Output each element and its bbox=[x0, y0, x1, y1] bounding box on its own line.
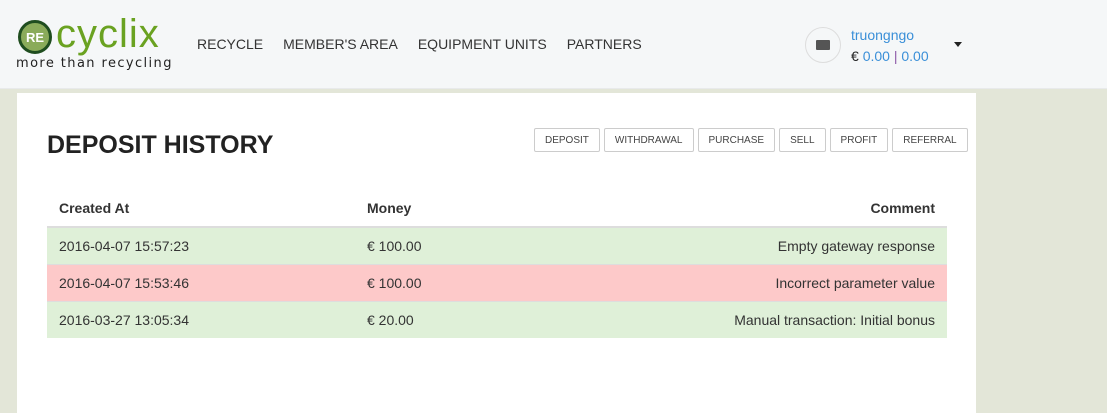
logo-name: cyclix bbox=[56, 12, 160, 56]
history-filters: DEPOSIT WITHDRAWAL PURCHASE SELL PROFIT … bbox=[534, 128, 968, 152]
col-created-at: Created At bbox=[47, 190, 355, 228]
col-comment: Comment bbox=[508, 190, 947, 228]
username[interactable]: truongngo bbox=[851, 27, 915, 43]
nav-members-area[interactable]: MEMBER'S AREA bbox=[283, 36, 398, 52]
filter-purchase[interactable]: PURCHASE bbox=[697, 128, 776, 152]
filter-deposit[interactable]: DEPOSIT bbox=[534, 128, 600, 152]
filter-referral[interactable]: REFERRAL bbox=[892, 128, 968, 152]
nav-recycle[interactable]: RECYCLE bbox=[197, 36, 264, 52]
filter-withdrawal[interactable]: WITHDRAWAL bbox=[603, 128, 694, 152]
nav-partners[interactable]: PARTNERS bbox=[566, 36, 642, 52]
logo[interactable]: RE cyclix more than recycling bbox=[16, 12, 176, 76]
col-money: Money bbox=[355, 190, 509, 228]
deposit-table: Created At Money Comment 2016-04-07 15:5… bbox=[47, 190, 947, 338]
content-panel: DEPOSIT HISTORY DEPOSIT WITHDRAWAL PURCH… bbox=[17, 93, 976, 413]
filter-profit[interactable]: PROFIT bbox=[829, 128, 889, 152]
messages-button[interactable] bbox=[805, 27, 841, 63]
table-row: 2016-03-27 13:05:34 € 20.00 Manual trans… bbox=[47, 300, 947, 338]
nav-equipment-units[interactable]: EQUIPMENT UNITS bbox=[417, 36, 547, 52]
header: RE cyclix more than recycling RECYCLE ME… bbox=[0, 0, 1107, 89]
table-row: 2016-04-07 15:57:23 € 100.00 Empty gatew… bbox=[47, 226, 947, 264]
logo-badge: RE bbox=[18, 20, 52, 54]
user-menu[interactable]: truongngo € 0.00 | 0.00 bbox=[851, 25, 929, 67]
envelope-icon bbox=[816, 40, 830, 50]
logo-tagline: more than recycling bbox=[16, 56, 173, 71]
table-row: 2016-04-07 15:53:46 € 100.00 Incorrect p… bbox=[47, 263, 947, 301]
main-nav: RECYCLE MEMBER'S AREA EQUIPMENT UNITS PA… bbox=[197, 36, 642, 52]
balance: € 0.00 | 0.00 bbox=[851, 48, 929, 64]
page-title: DEPOSIT HISTORY bbox=[47, 131, 274, 159]
filter-sell[interactable]: SELL bbox=[779, 128, 826, 152]
caret-down-icon[interactable] bbox=[954, 42, 962, 47]
